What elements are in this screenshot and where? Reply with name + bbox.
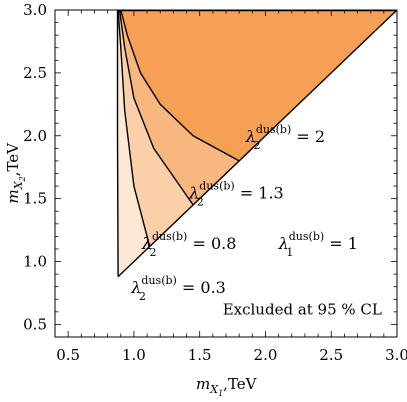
lambda-annotation-1: λdus(b) 2 = 2: [245, 123, 325, 152]
x-tick-label: 1.5: [188, 346, 212, 364]
y-tick-label: 1.0: [23, 253, 47, 271]
y-axis-title: mX2,TeV: [4, 142, 27, 204]
y-tick-label: 1.5: [23, 190, 47, 208]
contour-curve-3: [118, 9, 194, 206]
diagonal-boundary: [117, 9, 398, 278]
excluded-note: Excluded at 95 % CL: [223, 300, 382, 318]
y-tick-label: 0.5: [23, 315, 47, 333]
x-tick-label: 3.0: [385, 346, 407, 364]
region-4: [120, 10, 398, 161]
x-tick-label: 2.0: [254, 346, 278, 364]
lambda-annotation-3: λdus(b) 2 = 0.8: [141, 230, 237, 259]
x-axis-title: mX1,TeV: [196, 375, 258, 398]
x-tick-label: 2.5: [319, 346, 343, 364]
x-tick-label: 1.0: [122, 346, 146, 364]
annotations: λdus(b) 2 = 2 λdus(b) 2 = 1.3 λdus(b) 2 = 0.8…: [130, 123, 358, 303]
x-tick-label: 0.5: [56, 346, 80, 364]
contour-curve-2: [117, 9, 151, 247]
lambda-annotation-2: λdus(b) 2 = 1.3: [188, 180, 284, 209]
contour-curve-1: [116, 10, 119, 277]
y-tick-label: 2.5: [23, 64, 47, 82]
axis-ticks: 0.5 1.0 1.5 2.0 2.5 3.0 0.5 1.0 1.5 2.0 2.5 3.0: [23, 1, 407, 364]
y-tick-label: 3.0: [23, 1, 47, 19]
y-tick-label: 2.0: [23, 127, 47, 145]
lambda-annotation-4: λdus(b) 1 = 1: [278, 230, 358, 259]
lambda-annotation-5: λdus(b) 2 = 0.3: [130, 274, 226, 303]
contour-curve-4: [120, 9, 240, 162]
